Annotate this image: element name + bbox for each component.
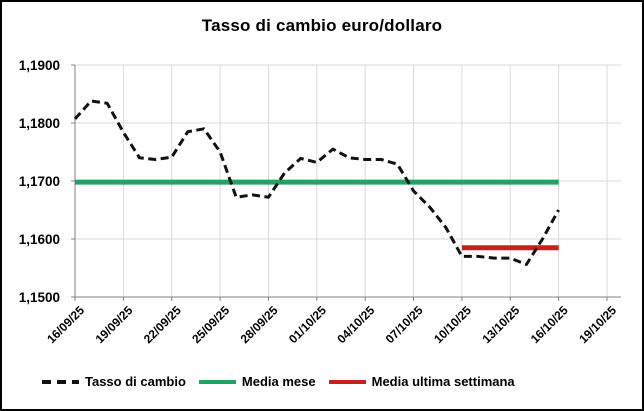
green-line-marker-icon [198,379,236,384]
legend-label: Media mese [241,374,316,389]
svg-text:13/10/25: 13/10/25 [479,303,522,346]
svg-text:25/09/25: 25/09/25 [189,303,232,346]
legend-label: Tasso di cambio [85,374,186,389]
svg-text:1,1800: 1,1800 [19,116,60,131]
svg-text:1,1900: 1,1900 [19,58,60,73]
legend: Tasso di cambio Media mese Media ultima … [42,374,515,389]
svg-text:19/09/25: 19/09/25 [93,303,136,346]
svg-text:10/10/25: 10/10/25 [431,303,474,346]
svg-text:01/10/25: 01/10/25 [286,303,329,346]
chart-title: Tasso di cambio euro/dollaro [201,16,443,35]
svg-text:1,1600: 1,1600 [19,232,60,247]
legend-label: Media ultima settimana [371,374,515,389]
svg-text:1,1700: 1,1700 [19,174,60,189]
dashed-line-marker-icon [42,379,79,384]
svg-text:07/10/25: 07/10/25 [383,303,426,346]
svg-text:1,1500: 1,1500 [19,290,60,305]
svg-text:04/10/25: 04/10/25 [334,303,377,346]
red-line-marker-icon [328,379,366,384]
legend-item-media-ultima-settimana: Media ultima settimana [328,374,515,389]
legend-item-tasso-di-cambio: Tasso di cambio [42,374,186,389]
tasso-di-cambio-line [73,99,560,266]
x-axis-labels: 16/09/25 19/09/25 22/09/25 25/09/25 28/09/25… [44,303,619,346]
svg-text:16/09/25: 16/09/25 [44,303,87,346]
y-axis-labels: 1,1500 1,1600 1,1700 1,1800 1,1900 [19,58,60,305]
svg-text:16/10/25: 16/10/25 [528,303,571,346]
legend-item-media-mese: Media mese [198,374,316,389]
svg-text:19/10/25: 19/10/25 [576,303,619,346]
svg-text:22/09/25: 22/09/25 [141,303,184,346]
svg-text:28/09/25: 28/09/25 [238,303,281,346]
